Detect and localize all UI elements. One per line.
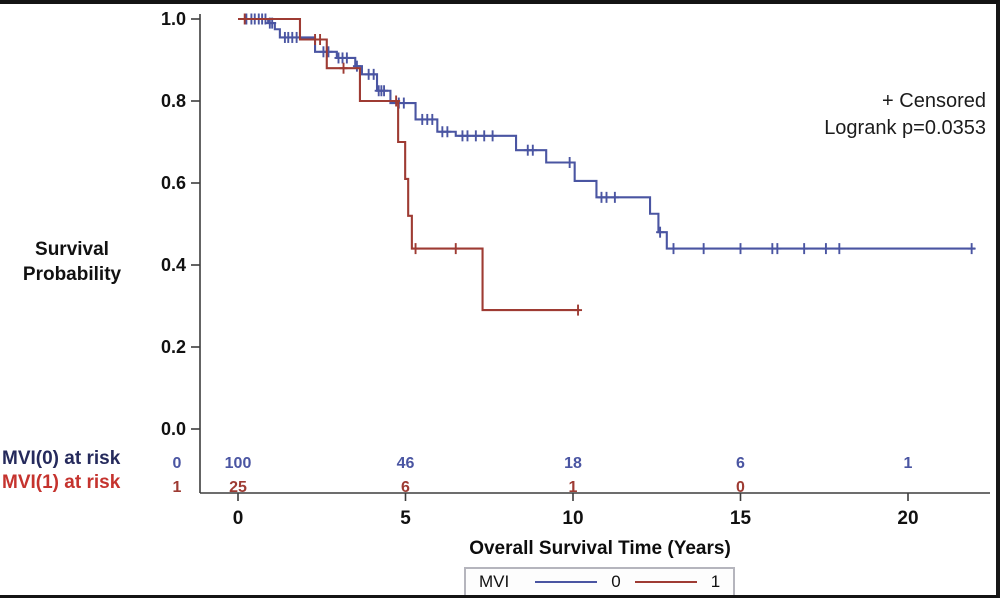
km-curve-mvi1	[238, 17, 580, 312]
legend-group-label: MVI	[479, 572, 510, 591]
legend-line-mvi1	[634, 581, 697, 583]
x-tick-label: 5	[400, 508, 411, 529]
y-tick-label: 0.8	[161, 91, 186, 111]
risk-count: 6	[736, 455, 745, 472]
risk-count: 46	[397, 455, 415, 472]
y-axis-title-line1: Survival	[35, 239, 109, 260]
y-axis-title-line2: Probability	[22, 264, 122, 285]
legend: MVI 0 1	[464, 567, 736, 595]
risk-count: 0	[736, 479, 745, 496]
legend-entry-label-0: 0	[611, 572, 621, 591]
censor-marks-mvi1	[240, 13, 583, 316]
risk-group-id-0: 0	[173, 455, 182, 472]
logrank-annotation: Logrank p=0.0353	[824, 117, 986, 139]
x-tick-label: 0	[233, 508, 244, 529]
risk-count: 25	[229, 479, 247, 496]
y-tick-label: 1.0	[161, 9, 186, 29]
x-tick-label: 20	[897, 508, 918, 529]
y-tick-label: 0.6	[161, 173, 186, 193]
y-tick-label: 0.0	[161, 419, 186, 439]
risk-group-id-1: 1	[173, 479, 182, 496]
x-tick-label: 15	[730, 508, 752, 529]
legend-entry-label-1: 1	[710, 572, 721, 591]
y-axis-title: Survival Probability	[8, 237, 136, 287]
plot-annotation: + Censored Logrank p=0.0353	[824, 88, 986, 142]
risk-count: 100	[225, 455, 252, 472]
survival-plot-svg: 1.00.80.60.40.20.00 5 10 15 200 100 46 18 6 11 25 6…	[161, 9, 990, 529]
y-tick-label: 0.4	[161, 255, 186, 275]
legend-line-mvi0	[535, 581, 598, 583]
risk-row-label-mvi0: MVI(0) at risk	[2, 448, 121, 469]
x-axis-title: Overall Survival Time (Years)	[469, 538, 731, 559]
y-tick-label: 0.2	[161, 337, 186, 357]
survival-plot-canvas: 1.0 0.8 0.6 0.4 0.2 0.0 0 5 10 15 20 0 100 46 18 6 1 1 25 6…	[0, 4, 996, 595]
risk-count: 18	[564, 455, 582, 472]
x-tick-label: 10	[562, 508, 583, 529]
risk-count: 6	[401, 479, 410, 496]
risk-count: 1	[569, 479, 578, 496]
risk-count: 1	[904, 455, 913, 472]
risk-row-label-mvi1: MVI(1) at risk	[2, 472, 121, 493]
censored-annotation: + Censored	[882, 90, 986, 112]
